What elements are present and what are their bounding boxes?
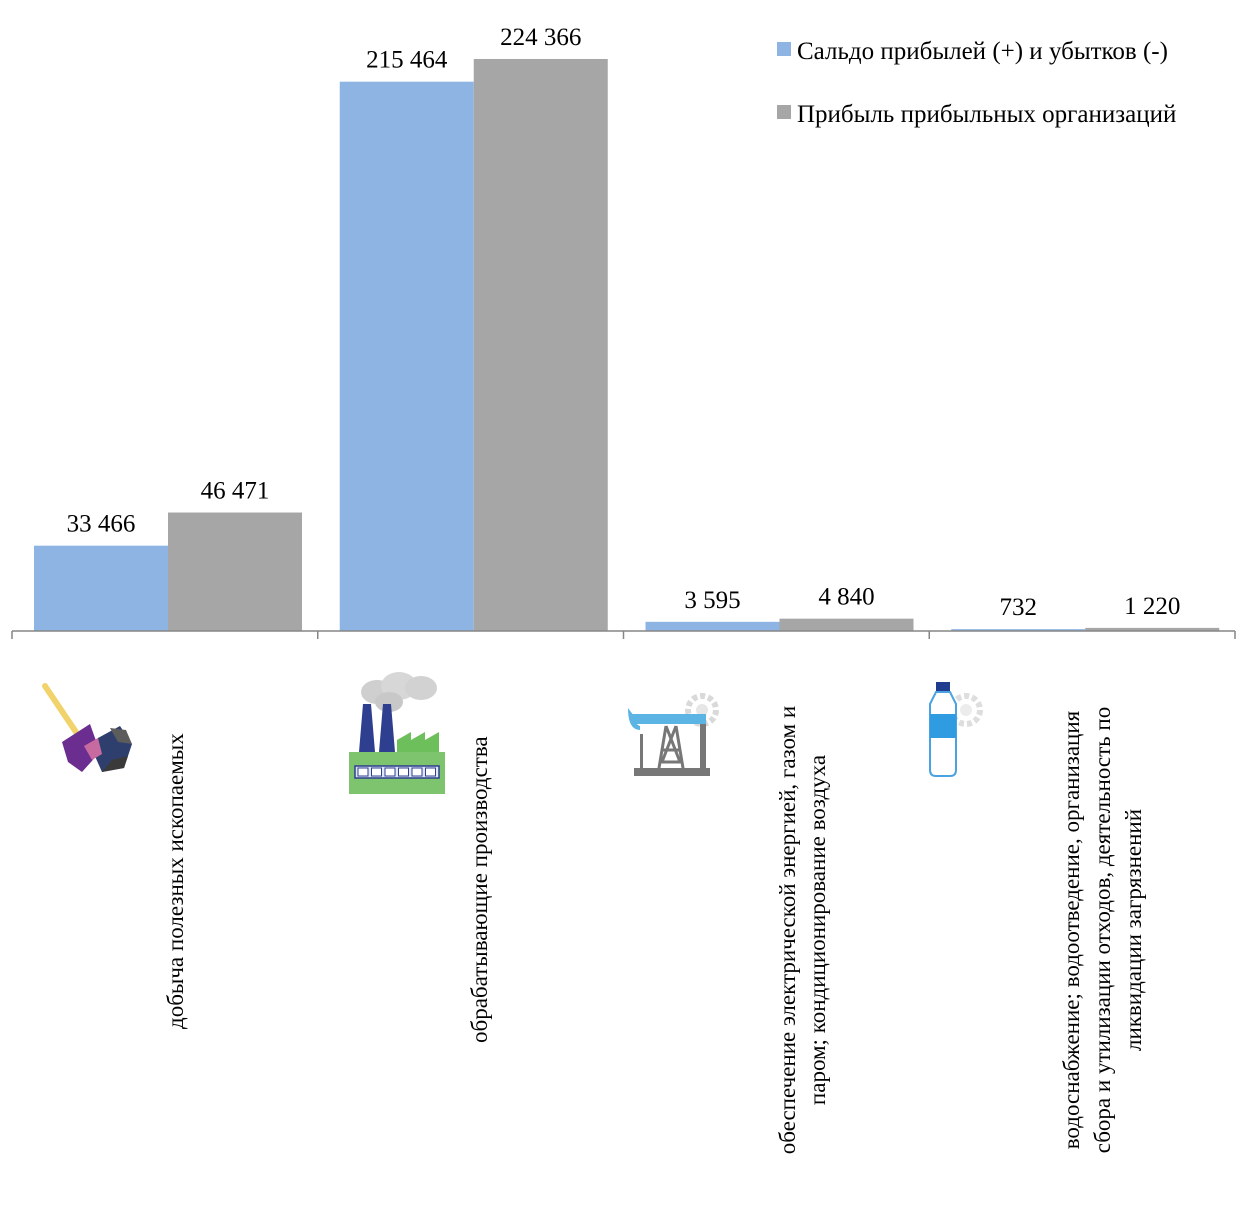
legend: Сальдо прибылей (+) и убытков (-) Прибыль… [777,38,1176,128]
bar-saldo-3 [951,629,1086,631]
legend-item: Прибыль прибыльных организаций [777,101,1176,128]
category-labels-layer: добыча полезных ископаемых обрабатывающие… [163,706,1146,1154]
category-label: ликвидации загрязнений [1121,809,1146,1051]
category-icons-layer [42,672,983,794]
bar-profit-2 [779,618,914,631]
legend-swatch [777,42,791,56]
factory-icon [349,672,445,794]
data-label: 1 220 [1124,593,1180,620]
legend-swatch [777,105,791,119]
category-label: добыча полезных ископаемых [163,733,188,1029]
legend-label: Сальдо прибылей (+) и убытков (-) [797,38,1168,65]
legend-item: Сальдо прибылей (+) и убытков (-) [777,38,1168,65]
value-labels-layer: 33 466 215 464 3 595 732 46 471 224 366 4 840 1… [67,24,1181,621]
bar-profit-1 [473,59,608,631]
x-axis [11,630,1236,639]
bar-profit-0 [168,512,302,631]
data-label: 215 464 [366,47,448,74]
mining-icon [42,683,132,772]
bar-profit-3 [1085,627,1220,631]
data-label: 46 471 [201,478,270,505]
category-label: сбора и утилизации отходов, деятельность… [1090,707,1115,1154]
bar-saldo-0 [34,545,168,631]
data-label: 3 595 [684,587,740,614]
bars-layer [34,59,1220,631]
data-label: 4 840 [818,584,874,611]
data-label: 224 366 [500,24,581,51]
category-label: обрабатывающие производства [467,736,492,1043]
bar-saldo-1 [339,81,474,631]
category-label: водоснабжение; водоотведение, организаци… [1059,710,1084,1149]
category-label: паром; кондиционирование воздуха [805,755,830,1105]
category-label: обеспечение электрической энергией, газо… [775,706,800,1154]
legend-label: Прибыль прибыльных организаций [797,101,1176,128]
oil-pump-icon [628,693,719,776]
bar-saldo-2 [645,621,780,631]
data-label: 732 [1000,594,1038,621]
data-label: 33 466 [67,511,136,538]
water-bottle-icon [929,682,983,777]
